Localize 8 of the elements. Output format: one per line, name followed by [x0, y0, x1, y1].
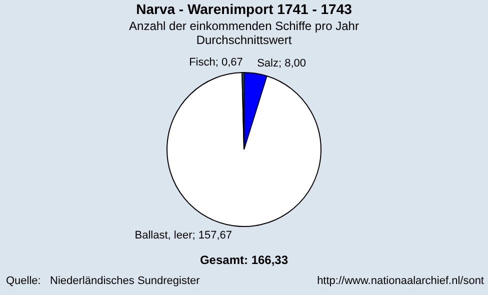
- text: Gesamt: 166,33: [198, 253, 290, 267]
- slice-label: Ballast, leer; 157,67: [134, 230, 232, 242]
- chart-subtitle: Anzahl der einkommenden Schiffe pro Jahr Durchschnittswert: [128, 19, 360, 47]
- source-note: Quelle: Niederländisches Sundregister: [6, 275, 200, 287]
- text: http://www.nationaalarchief.nl/sont: [317, 275, 484, 287]
- chart-title: Narva - Warenimport 1741 - 1743: [135, 1, 353, 17]
- slice-label: Salz; 8,00: [257, 58, 306, 70]
- slice-label: Fisch; 0,67: [189, 56, 243, 69]
